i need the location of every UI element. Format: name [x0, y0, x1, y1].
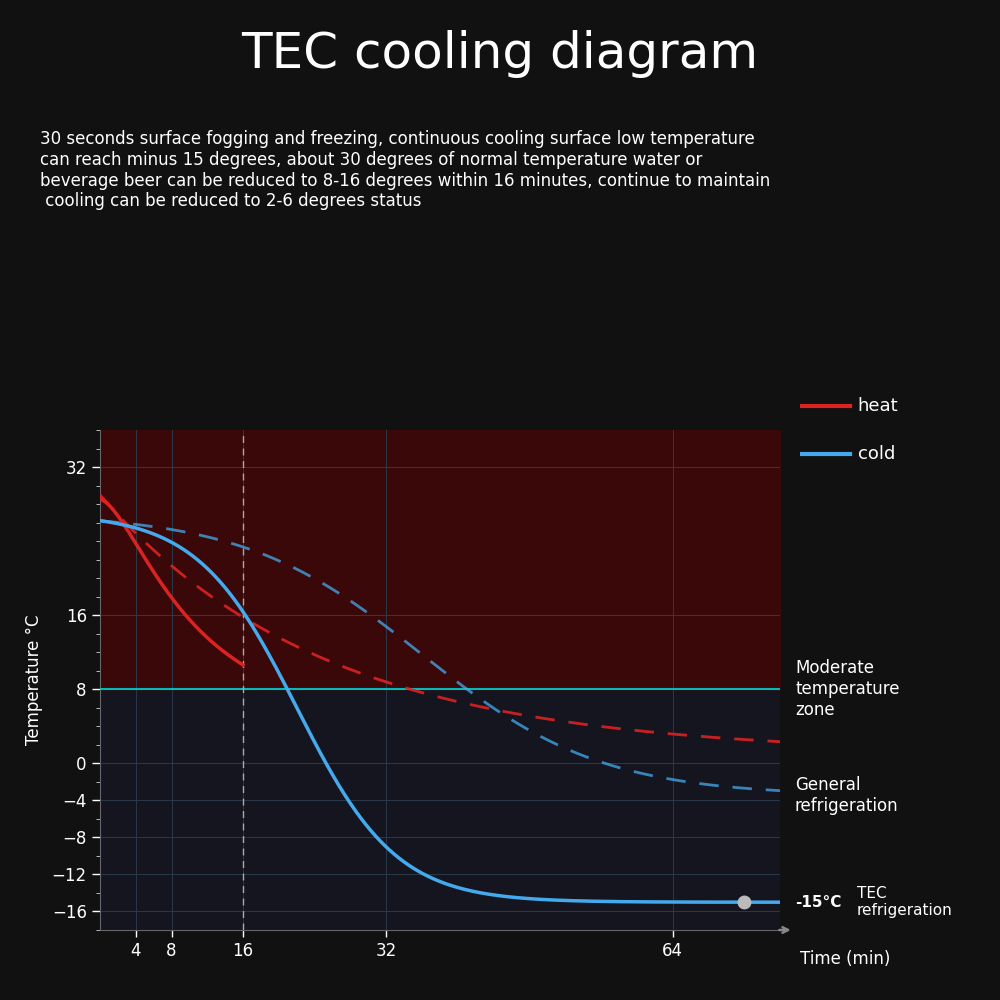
Text: TEC
refrigeration: TEC refrigeration — [857, 886, 953, 918]
Text: heat: heat — [858, 397, 898, 415]
Text: General
refrigeration: General refrigeration — [795, 776, 899, 815]
Text: cold: cold — [858, 445, 895, 463]
Text: -15°C: -15°C — [795, 895, 841, 910]
Text: Time (min): Time (min) — [800, 950, 891, 968]
Y-axis label: Temperature °C: Temperature °C — [25, 615, 43, 745]
Text: TEC cooling diagram: TEC cooling diagram — [241, 30, 759, 78]
Text: Moderate
temperature
zone: Moderate temperature zone — [795, 659, 900, 719]
Text: 30 seconds surface fogging and freezing, continuous cooling surface low temperat: 30 seconds surface fogging and freezing,… — [40, 130, 770, 210]
